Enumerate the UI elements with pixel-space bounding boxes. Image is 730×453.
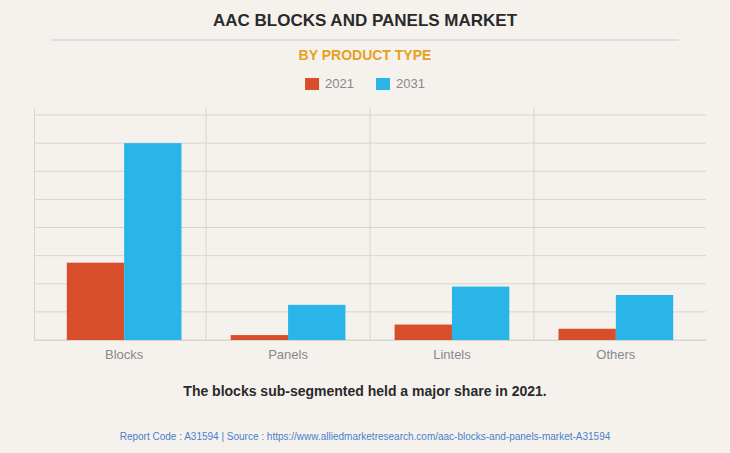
x-tick: Panels: [268, 340, 308, 362]
x-tick: Lintels: [433, 340, 471, 362]
legend-item: 2021: [305, 76, 354, 91]
legend-swatch: [305, 78, 319, 90]
report-line: Report Code : A31594 | Source : https://…: [120, 431, 611, 442]
bar: [288, 305, 345, 340]
chart: AAC BLOCKS AND PANELS MARKET BY PRODUCT T…: [0, 0, 730, 453]
group-separator: [206, 108, 207, 340]
bar: [558, 329, 615, 340]
x-tick: Blocks: [105, 340, 144, 362]
title-separator: [51, 40, 679, 41]
x-axis-line: [35, 340, 707, 341]
bar: [124, 143, 181, 340]
bar: [395, 325, 452, 340]
x-tick-label: Blocks: [105, 347, 144, 362]
x-axis: Blocks Panels Lintels Others: [35, 340, 707, 362]
grid: [34, 108, 706, 340]
y-axis: [34, 109, 35, 341]
plot: Blocks Panels Lintels Others: [34, 108, 707, 362]
bar: [452, 287, 509, 340]
series: [124, 143, 673, 340]
legend-item: 2031: [376, 76, 425, 91]
title: AAC BLOCKS AND PANELS MARKET: [213, 11, 518, 30]
legend-label: 2031: [396, 76, 425, 91]
legend: 2021 2031: [305, 76, 425, 91]
subtitle: BY PRODUCT TYPE: [299, 47, 432, 63]
bar: [616, 295, 673, 340]
bar: [231, 335, 288, 340]
footer: The blocks sub-segmented held a major sh…: [183, 383, 546, 399]
x-tick-label: Panels: [268, 347, 308, 362]
group-separator: [533, 108, 534, 340]
background: [0, 0, 730, 453]
x-tick: Others: [596, 340, 636, 362]
x-tick-label: Lintels: [433, 347, 471, 362]
legend-label: 2021: [325, 76, 354, 91]
bars: [67, 143, 673, 340]
bar: [67, 263, 124, 340]
group-separator: [370, 108, 371, 340]
legend-swatch: [376, 78, 390, 90]
y-axis-line: [34, 109, 35, 341]
x-tick-label: Others: [596, 347, 636, 362]
